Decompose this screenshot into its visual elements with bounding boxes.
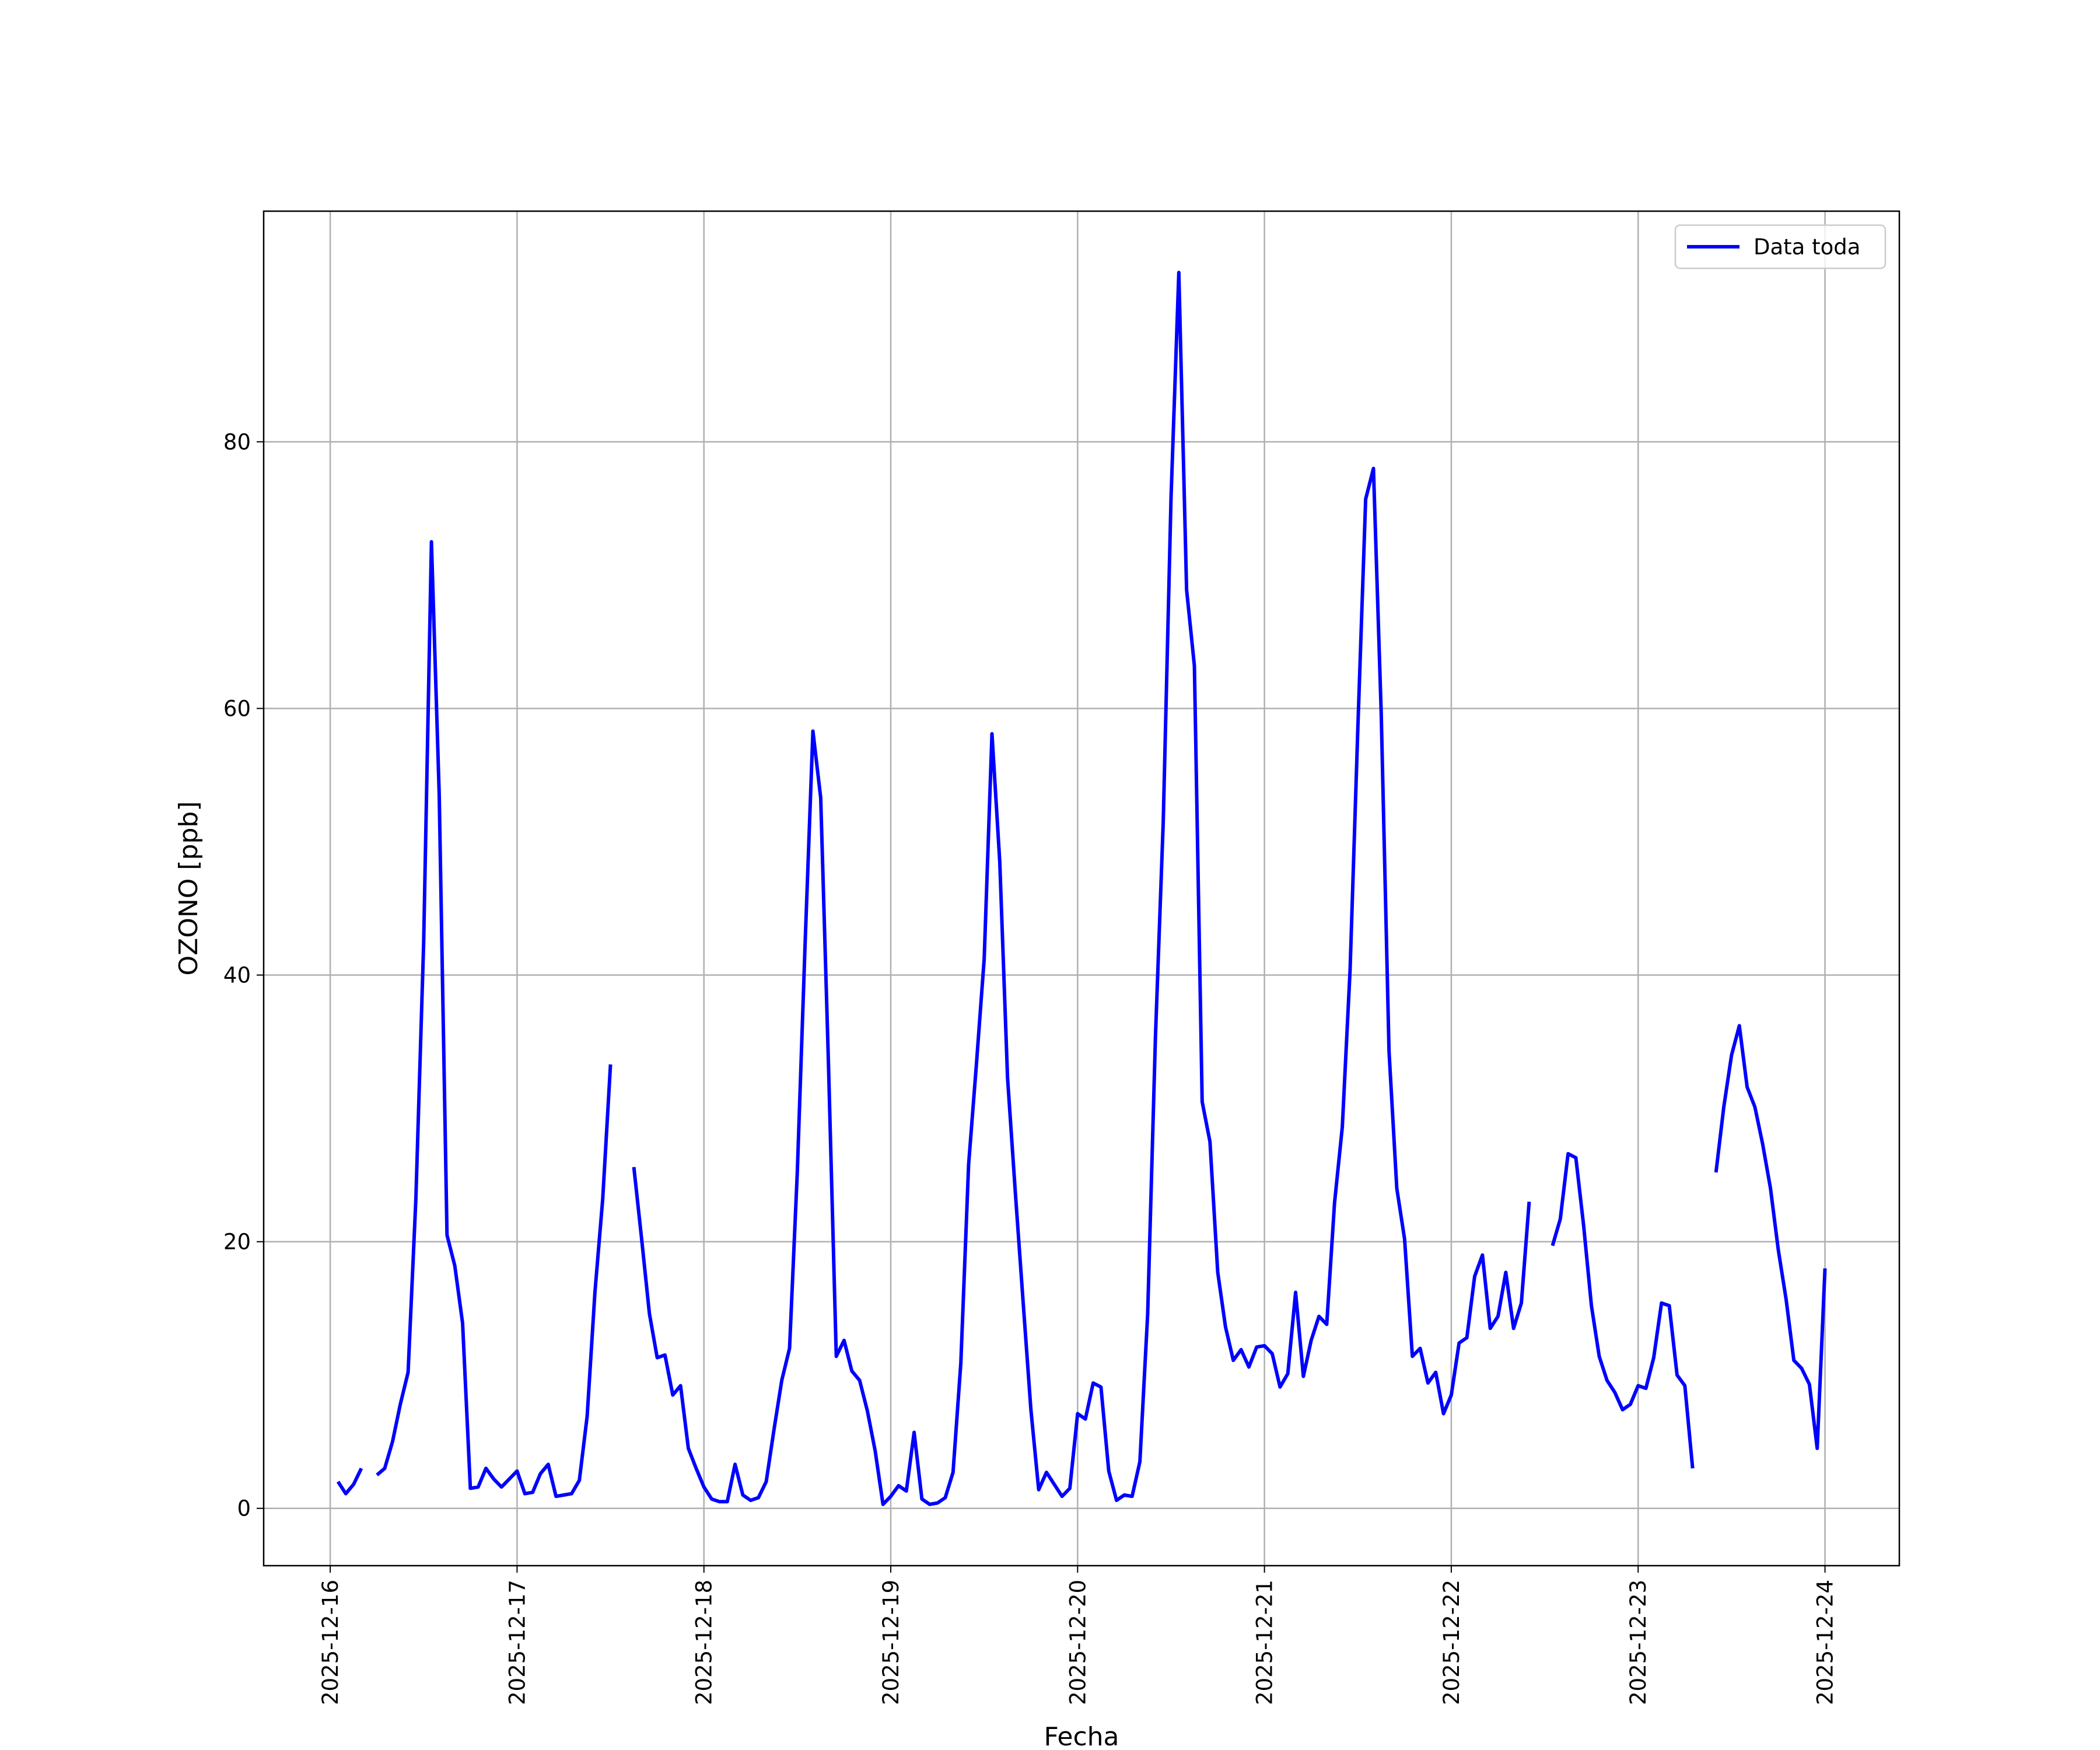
- x-tick-label: 2025-12-16: [318, 1580, 343, 1705]
- x-tick-label: 2025-12-23: [1626, 1580, 1651, 1705]
- y-tick-label: 80: [223, 429, 251, 454]
- x-tick-label: 2025-12-17: [505, 1580, 530, 1705]
- x-tick-label: 2025-12-24: [1813, 1580, 1838, 1705]
- x-tick-label: 2025-12-22: [1439, 1580, 1464, 1705]
- x-tick-label: 2025-12-18: [692, 1580, 717, 1705]
- legend-label: Data toda: [1754, 235, 1860, 260]
- x-tick-label: 2025-12-21: [1252, 1580, 1278, 1705]
- data-line: [336, 271, 1827, 1506]
- plot-frame: [262, 210, 1901, 1567]
- x-axis-label: Fecha: [1044, 1722, 1119, 1750]
- legend-box: [1674, 224, 1887, 270]
- y-tick-label: 20: [223, 1230, 251, 1255]
- y-tick-label: 60: [223, 696, 251, 721]
- x-tick-label: 2025-12-19: [878, 1580, 904, 1705]
- y-tick-label: 40: [223, 963, 251, 988]
- y-tick-label: 0: [237, 1496, 251, 1521]
- x-tick-label: 2025-12-20: [1065, 1580, 1090, 1705]
- y-axis-label: OZONO [ppb]: [174, 801, 204, 975]
